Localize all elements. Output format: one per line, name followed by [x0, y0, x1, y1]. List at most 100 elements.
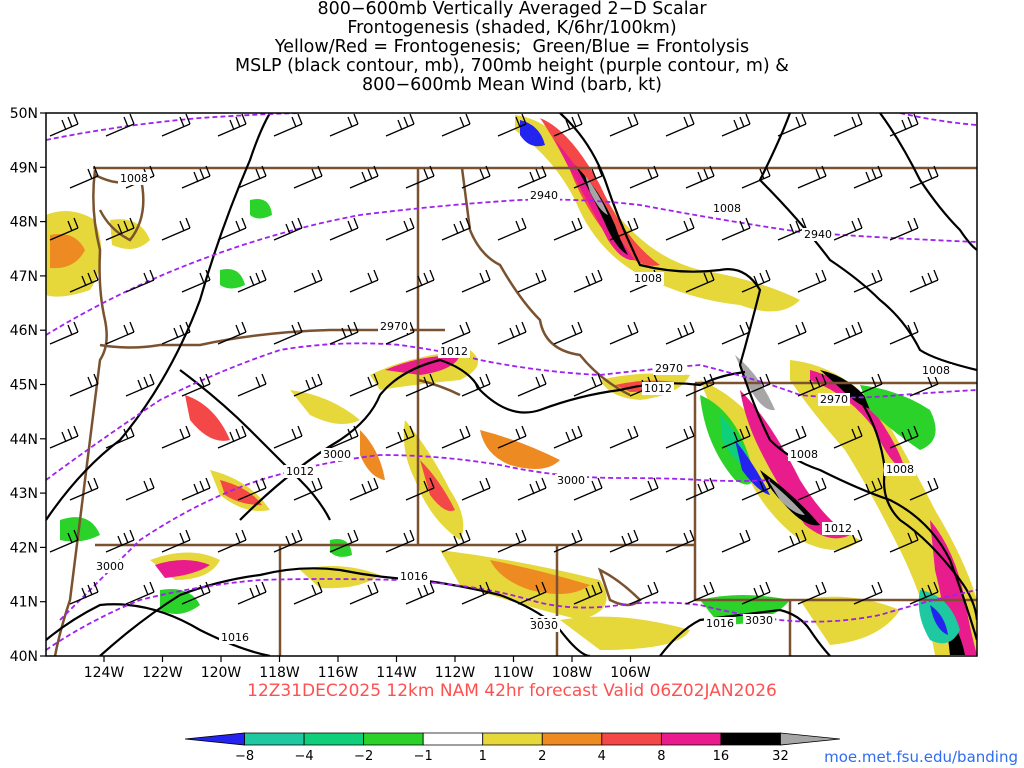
wind-barb [833, 113, 863, 137]
wind-barb [909, 269, 939, 293]
wind-barb [609, 529, 639, 553]
height-label: 2940 [530, 189, 558, 202]
wind-barb [161, 113, 191, 137]
wind-barb [441, 425, 471, 449]
wind-barb [69, 477, 99, 501]
wind-barb [181, 165, 211, 189]
id-mt-southern-border [417, 378, 461, 397]
colorbar-swatch [720, 732, 781, 746]
mslp-label: 1008 [790, 448, 818, 461]
lon-label: 116W [318, 665, 359, 681]
wind-barb [461, 269, 491, 293]
mslp-contour [758, 113, 977, 372]
lon-label: 114W [376, 665, 417, 681]
wind-barb [853, 269, 883, 293]
colorbar-tick-label: 4 [598, 749, 606, 764]
wind-barb [49, 217, 79, 241]
mslp-contour [859, 399, 977, 621]
height-label-bg [321, 448, 353, 461]
lon-label: 124W [84, 665, 125, 681]
height-label-bg [528, 189, 560, 202]
frontogenesis-area [560, 616, 690, 650]
frontogenesis-area [790, 360, 977, 655]
colorbar: −8 −4 −2 −1 1 2 4 8 16 32 [184, 732, 841, 764]
frontogenesis-area [810, 370, 905, 470]
mslp-label: 1008 [886, 463, 914, 476]
wind-barb [889, 529, 919, 553]
wind-barb [497, 529, 527, 553]
mslp-label-bg [642, 382, 674, 395]
height-label: 3000 [323, 448, 351, 461]
lat-label: 48N [10, 215, 38, 231]
height-label: 3030 [530, 619, 558, 632]
wind-barb [293, 581, 323, 605]
lon-label: 118W [259, 665, 300, 681]
frontogenesis-area [480, 430, 560, 469]
mslp-label: 1016 [221, 631, 249, 644]
wind-barb [441, 217, 471, 241]
wind-barb [853, 581, 883, 605]
wind-barb [665, 529, 695, 553]
colorbar-swatch [780, 732, 841, 746]
wind-barb [721, 425, 751, 449]
frontogenesis-area [760, 470, 820, 526]
wind-barb [273, 529, 303, 553]
wind-barb [273, 217, 303, 241]
wind-barb [405, 373, 435, 397]
wind-barb [161, 529, 191, 553]
wind-barb [461, 373, 491, 397]
wind-barb [721, 529, 751, 553]
wind-barb [405, 269, 435, 293]
mslp-contour [879, 113, 977, 251]
wind-barb [293, 165, 323, 189]
colorbar-swatch [244, 732, 305, 746]
wind-barb [777, 217, 807, 241]
colorbar-tick-label: −8 [235, 749, 254, 764]
wind-barb [797, 373, 827, 397]
wind-barb [181, 373, 211, 397]
height-contour [46, 578, 977, 651]
lat-label: 49N [10, 160, 38, 176]
title-line-3: Yellow/Red = Frontogenesis; Green/Blue =… [274, 37, 750, 57]
wind-barb [777, 529, 807, 553]
wind-barb [665, 321, 695, 345]
wind-barb [273, 113, 303, 137]
frontogenesis-area [768, 480, 805, 515]
height-contour [46, 342, 977, 481]
lat-label: 50N [10, 106, 38, 122]
wind-barb [161, 425, 191, 449]
frontogenesis-area [930, 520, 977, 655]
contour-labels: 1008 1008 1008 1012 1012 1012 1016 1016 1016 1008… [94, 172, 952, 644]
wind-barb [741, 269, 771, 293]
wind-barb [161, 217, 191, 241]
wind-barb [217, 217, 247, 241]
source-credit[interactable]: moe.met.fsu.edu/banding [824, 748, 1018, 766]
wind-barb [181, 269, 211, 293]
wind-barb [237, 581, 267, 605]
height-label-bg [653, 362, 685, 375]
wind-barb [573, 165, 603, 189]
colorbar-swatch [660, 732, 722, 746]
mslp-label-bg [284, 465, 316, 478]
mslp-label: 1008 [922, 364, 950, 377]
wind-barb [573, 477, 603, 501]
wind-barb [665, 113, 695, 137]
mslp-label: 1016 [400, 570, 428, 583]
wind-barb [741, 477, 771, 501]
frontogenesis-area [490, 560, 590, 594]
height-label-bg [378, 320, 410, 333]
wind-barb [125, 477, 155, 501]
height-label-bg [743, 614, 775, 627]
wind-barb [553, 529, 583, 553]
wind-barb [909, 165, 939, 189]
wind-barb [833, 321, 863, 345]
colorbar-tick-label: 8 [657, 749, 665, 764]
wind-barb [349, 373, 379, 397]
wind-barb [741, 581, 771, 605]
wind-barb [181, 477, 211, 501]
wind-barb [853, 373, 883, 397]
wind-barb [329, 425, 359, 449]
forecast-valid-time: 12Z31DEC2025 12km NAM 42hr forecast Vali… [247, 681, 777, 701]
mslp-label-bg [822, 522, 854, 535]
frontogenesis-area [290, 390, 360, 424]
